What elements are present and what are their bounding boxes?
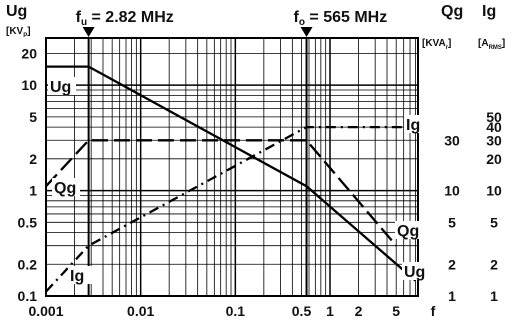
left-tick-label: 10 [21,77,37,93]
ig-tick-label: 50 [486,109,502,125]
series-label-ug: Ug [50,79,71,96]
qg-tick-label: 2 [448,256,456,272]
left-tick-label: 0.2 [18,256,38,272]
qg-tick-label: 30 [444,132,460,148]
x-tick-label: 1 [326,303,334,319]
ig-tick-label: 10 [486,183,502,199]
ig-tick-label: 1 [490,288,498,304]
marker-label-fo: fo = 565 MHz [294,9,388,28]
left-tick-label: 0.5 [18,214,38,230]
series-label-ig: Ig [406,117,420,134]
qg-tick-label: 1 [448,288,456,304]
left-tick-label: 5 [29,109,37,125]
left-tick-label: 0.1 [18,288,38,304]
ig-tick-label: 40 [486,119,502,135]
series-label-bg [68,266,96,284]
series-line-ig [45,125,416,293]
x-tick-label: 0.5 [292,303,312,319]
left-axis-title: Ug [6,3,27,20]
right-axis-unit-qg: [KVAr] [422,38,451,51]
series-label-qg: Qg [397,223,419,240]
series-label-ig: Ig [70,268,84,285]
qg-tick-label: 5 [448,214,456,230]
series-label-ug: Ug [404,264,425,281]
right-axis-unit-ig: [ARMS] [478,38,505,51]
left-tick-label: 20 [21,45,37,61]
x-tick-label: 5 [392,303,400,319]
ig-tick-label: 30 [486,132,502,148]
x-tick-label: 0.1 [226,303,246,319]
series-line-ug [46,65,417,282]
right-axis-title-ig: Ig [482,3,496,20]
marker-arrow-icon [82,27,95,37]
series-label-qg: Qg [54,180,76,197]
left-tick-label: 2 [29,151,37,167]
series-label-bg [52,178,80,196]
series-label-bg [48,77,76,95]
x-axis-label: f [431,303,436,319]
series-label-bg [404,115,432,133]
qg-tick-label: 10 [444,183,460,199]
ig-tick-label: 5 [490,214,498,230]
left-axis-unit: [KVP] [6,26,31,39]
plot-frame [45,37,419,297]
marker-arrow-icon [300,27,313,37]
marker-label-fu: fu = 2.82 MHz [76,9,174,28]
x-tick-label: 2 [355,303,363,319]
ig-tick-label: 2 [490,256,498,272]
series-label-bg [402,262,430,280]
ig-tick-label: 20 [486,151,502,167]
x-tick-label: 0.001 [28,303,63,319]
series-group [45,65,417,293]
series-label-bg [395,221,423,239]
left-tick-label: 1 [29,183,37,199]
right-axis-title-qg: Qg [441,3,463,20]
grid [45,38,418,297]
x-tick-label: 0.01 [127,303,154,319]
series-line-qg [45,139,398,247]
